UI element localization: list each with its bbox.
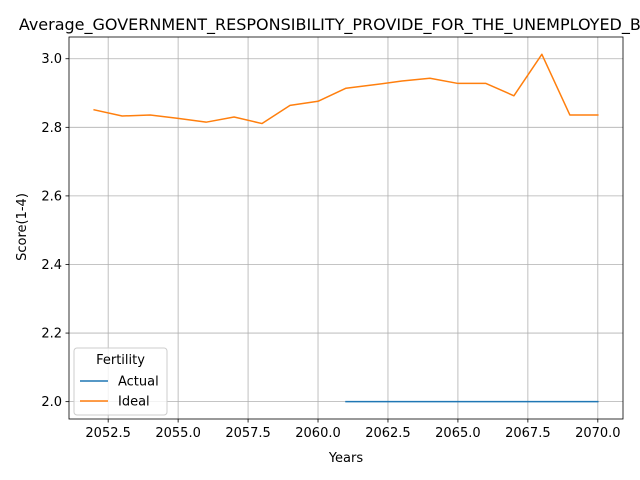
y-tick-label: 2.0 (41, 395, 62, 410)
y-tick-label: 3.0 (41, 52, 62, 67)
legend-label-ideal: Ideal (118, 395, 150, 410)
y-tick-label: 2.2 (41, 327, 62, 342)
legend-box (73, 347, 168, 416)
x-tick-label: 2055.0 (155, 426, 201, 441)
axes-frame (68, 36, 624, 420)
series-line-ideal (93, 53, 599, 125)
x-axis-title: Years (328, 451, 364, 466)
x-tick-label: 2060.0 (295, 426, 341, 441)
y-tick-label: 2.6 (41, 189, 62, 204)
y-tick-label: 2.4 (41, 258, 62, 273)
chart-title: Average_GOVERNMENT_RESPONSIBILITY_PROVID… (19, 15, 640, 35)
x-tick-label: 2057.5 (225, 426, 271, 441)
y-axis-title: Score(1-4) (15, 193, 30, 261)
legend-label-actual: Actual (118, 375, 159, 390)
legend: Fertility Actual Ideal (73, 347, 168, 416)
legend-title: Fertility (96, 353, 145, 368)
x-tick-label: 2052.5 (85, 426, 131, 441)
x-tick-label: 2067.5 (505, 426, 551, 441)
y-tick-label: 2.8 (41, 121, 62, 136)
x-tick-label: 2070.0 (575, 426, 621, 441)
x-tick-label: 2062.5 (365, 426, 411, 441)
x-tick-label: 2065.0 (435, 426, 481, 441)
